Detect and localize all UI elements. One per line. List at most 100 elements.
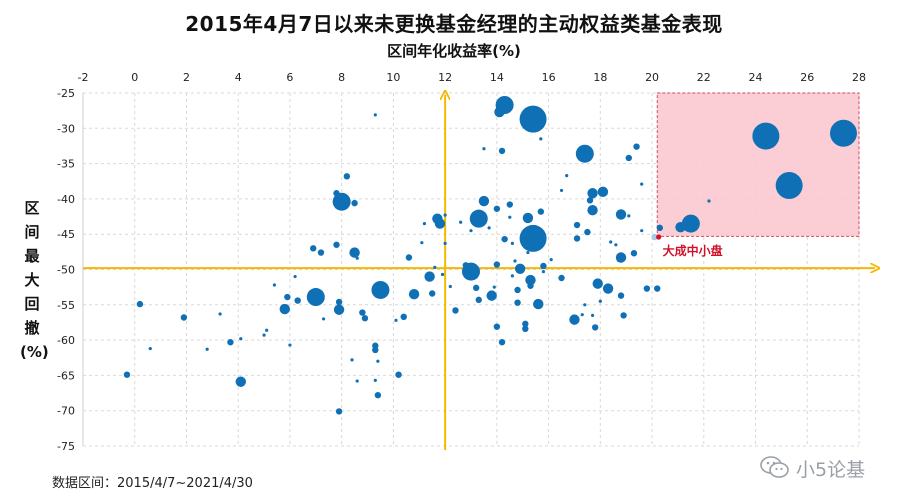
- data-point: [335, 408, 343, 415]
- data-point: [265, 328, 269, 332]
- data-point: [602, 283, 614, 294]
- data-point: [379, 291, 387, 299]
- data-point: [333, 304, 345, 315]
- data-point: [487, 226, 491, 230]
- y-axis-label: 区间最大回撤(%): [20, 199, 49, 361]
- data-point: [475, 296, 482, 304]
- data-point: [492, 285, 496, 289]
- y-tick-label: -55: [57, 299, 75, 312]
- y-tick-label: -30: [57, 122, 75, 135]
- data-point: [136, 300, 144, 308]
- data-point: [361, 315, 369, 322]
- data-point: [459, 220, 463, 224]
- data-point: [422, 222, 427, 226]
- data-point: [335, 298, 343, 306]
- y-tick-label: -40: [57, 193, 75, 206]
- y-tick-label: -60: [57, 334, 75, 347]
- x-tick-label: 20: [645, 71, 659, 84]
- data-point: [609, 240, 613, 244]
- data-point: [584, 228, 591, 236]
- y-tick-label: -45: [57, 228, 75, 241]
- data-point: [549, 258, 553, 262]
- data-point: [478, 195, 490, 207]
- data-point: [351, 199, 358, 207]
- data-point: [498, 147, 506, 155]
- data-point: [501, 235, 508, 243]
- data-point: [180, 314, 188, 321]
- data-point: [359, 309, 366, 316]
- data-point: [350, 358, 354, 362]
- data-point: [775, 171, 803, 199]
- data-point: [707, 199, 711, 203]
- data-point: [506, 201, 513, 208]
- data-point: [514, 263, 526, 274]
- data-point: [279, 303, 290, 315]
- data-point: [575, 144, 594, 163]
- data-point: [541, 270, 546, 274]
- data-point: [343, 173, 351, 180]
- data-point: [559, 188, 564, 193]
- highlight-point: [651, 233, 658, 241]
- data-point: [829, 119, 857, 147]
- data-point: [372, 346, 379, 354]
- data-point: [633, 143, 640, 150]
- brand-watermark: 小5论基: [760, 452, 890, 484]
- data-point: [472, 284, 480, 292]
- data-point: [429, 290, 436, 297]
- data-point: [440, 272, 445, 277]
- data-point: [565, 174, 569, 178]
- data-point: [148, 346, 152, 351]
- data-point: [462, 262, 480, 281]
- data-point: [355, 256, 359, 260]
- data-point: [452, 307, 459, 314]
- x-tick-label: -2: [78, 71, 89, 84]
- data-point: [519, 224, 547, 252]
- data-point: [643, 285, 651, 292]
- data-point: [526, 250, 530, 255]
- data-point: [349, 247, 360, 258]
- data-point: [615, 209, 627, 220]
- x-tick-label: 16: [542, 71, 556, 84]
- data-point: [586, 197, 594, 204]
- data-point: [614, 243, 618, 247]
- data-point: [239, 337, 243, 341]
- x-tick-label: 12: [438, 71, 452, 84]
- data-point: [482, 147, 486, 151]
- data-point: [498, 339, 506, 346]
- data-point: [294, 297, 301, 304]
- data-point: [537, 208, 545, 215]
- y-tick-label: -35: [57, 158, 75, 171]
- data-point: [681, 214, 700, 233]
- data-point: [510, 274, 514, 278]
- data-point: [583, 303, 587, 307]
- data-point: [333, 241, 340, 248]
- data-point: [400, 313, 407, 321]
- x-tick-label: 10: [386, 71, 400, 84]
- data-point: [373, 113, 377, 117]
- data-point: [752, 122, 780, 150]
- chart-title: 2015年4月7日以来未更换基金经理的主动权益类基金表现: [185, 12, 723, 36]
- data-point: [317, 249, 325, 256]
- data-point: [373, 378, 377, 382]
- data-point: [558, 274, 565, 282]
- data-point: [288, 343, 292, 347]
- data-point: [332, 192, 351, 211]
- data-point: [262, 333, 266, 337]
- data-point: [493, 323, 501, 330]
- data-point: [625, 154, 632, 162]
- data-point: [205, 347, 209, 351]
- data-point: [569, 314, 580, 325]
- data-point: [533, 298, 544, 310]
- data-point: [525, 274, 536, 286]
- x-axis-label: 区间年化收益率(%): [387, 42, 521, 60]
- data-point: [519, 105, 547, 133]
- data-point: [394, 318, 398, 322]
- data-point: [321, 317, 326, 321]
- x-tick-label: 26: [800, 71, 814, 84]
- x-tick-label: 28: [852, 71, 866, 84]
- data-point: [293, 274, 297, 279]
- data-point: [573, 235, 581, 242]
- data-point: [627, 214, 631, 218]
- y-tick-label: -75: [57, 440, 75, 453]
